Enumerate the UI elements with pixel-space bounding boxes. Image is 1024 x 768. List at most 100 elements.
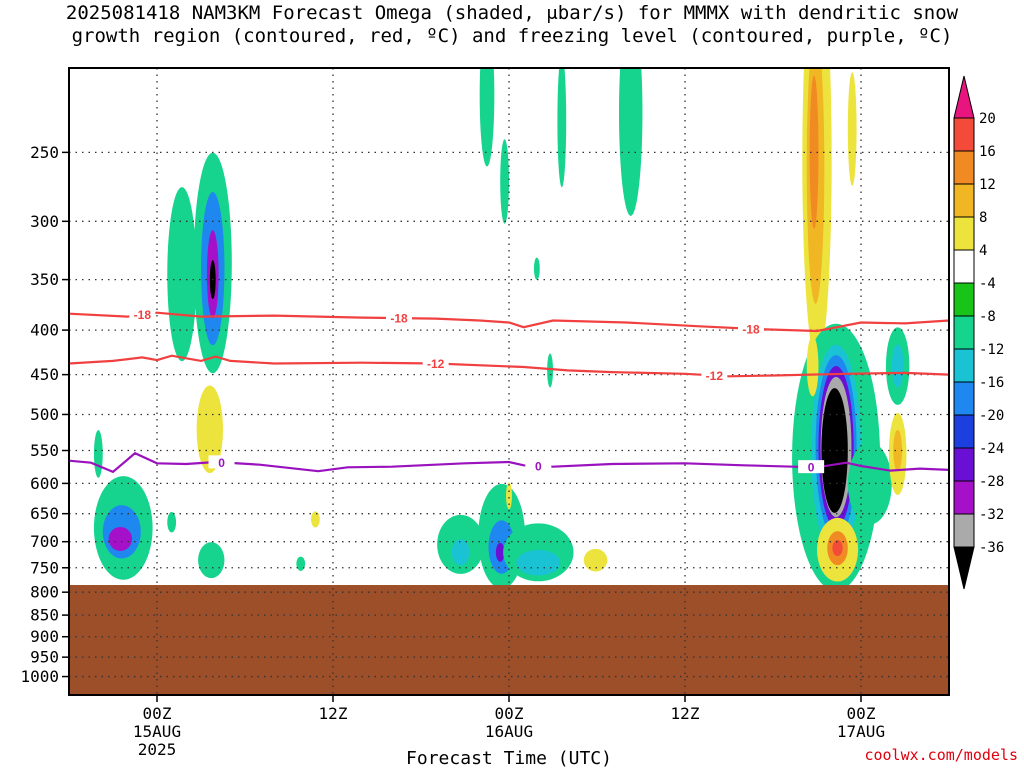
omega-region-31 <box>809 75 819 230</box>
y-tick-label-900: 900 <box>30 627 59 646</box>
omega-shading <box>93 68 910 591</box>
y-tick-label-600: 600 <box>30 474 59 493</box>
chart-title: 2025081418 NAM3KM Forecast Omega (shaded… <box>0 2 1024 48</box>
dendritic-contour-0-label-bg-2 <box>738 321 764 335</box>
colorbar-segment-13 <box>953 513 975 548</box>
omega-region-26 <box>506 482 512 510</box>
y-tick-label-750: 750 <box>30 558 59 577</box>
colorbar: 20 16 12 8 4 -4 -8 -12 -16 -20 -24 -28 -32 -36 <box>953 75 1004 590</box>
omega-region-4 <box>167 187 197 362</box>
credit-text: coolwx.com/models <box>864 746 1018 764</box>
colorbar-label-11: -28 <box>979 474 1004 490</box>
colorbar-segment-10 <box>953 414 975 449</box>
dendritic-contour-0-label-1: -18 <box>390 312 408 326</box>
omega-region-41 <box>832 540 843 557</box>
dendritic-contour-1-label-0: -12 <box>427 357 445 371</box>
omega-region-13 <box>296 556 306 571</box>
colorbar-label-0: 20 <box>979 111 996 127</box>
y-tick-label-1000: 1000 <box>20 667 59 686</box>
omega-region-9 <box>196 385 223 474</box>
colorbar-label-6: -8 <box>979 309 996 325</box>
y-tick-label-300: 300 <box>30 212 59 231</box>
colorbar-label-1: 16 <box>979 144 996 160</box>
y-tick-label-450: 450 <box>30 365 59 384</box>
dendritic-contour-1-label-bg-1 <box>701 368 728 382</box>
colorbar-segment-12 <box>953 480 975 515</box>
omega-region-10 <box>198 542 225 579</box>
omega-region-16 <box>533 257 540 280</box>
colorbar-label-5: -4 <box>979 276 996 292</box>
colorbar-segment-5 <box>953 249 975 284</box>
colorbar-segment-6 <box>953 282 975 317</box>
dendritic-contour-0-label-0: -18 <box>134 308 152 322</box>
y-tick-label-700: 700 <box>30 532 59 551</box>
y-tick-label-550: 550 <box>30 441 59 460</box>
omega-region-11 <box>167 512 177 533</box>
colorbar-segment-4 <box>953 216 975 251</box>
x-tick-label-42-0: 12Z <box>671 704 700 723</box>
colorbar-label-12: -32 <box>979 507 1004 523</box>
y-tick-label-350: 350 <box>30 270 59 289</box>
omega-region-15 <box>500 139 509 224</box>
colorbar-segment-9 <box>953 381 975 416</box>
chart-title-line1: 2025081418 NAM3KM Forecast Omega (shaded… <box>65 2 959 24</box>
freezing-contour-0-label-1: 0 <box>535 459 542 473</box>
freezing-contour-0-label-0: 0 <box>218 456 225 470</box>
dendritic-contour-1-label-1: -12 <box>706 369 724 383</box>
omega-region-44 <box>891 344 904 388</box>
colorbar-segment-2 <box>953 150 975 185</box>
x-tick-label-54-0: 00Z <box>847 704 876 723</box>
colorbar-segment-1 <box>953 117 975 152</box>
x-axis-label: Forecast Time (UTC) <box>406 748 612 768</box>
x-tick-label-6-1: 15AUG <box>133 722 181 741</box>
colorbar-bottom-triangle <box>953 546 975 590</box>
dendritic-contour-0-label-2: -18 <box>742 322 760 336</box>
omega-region-3 <box>93 430 103 478</box>
colorbar-label-8: -16 <box>979 375 1004 391</box>
freezing-contour-0-label-bg-0 <box>208 455 235 469</box>
omega-region-18 <box>619 68 643 216</box>
colorbar-label-4: 4 <box>979 243 987 259</box>
dendritic-contour-0-label-bg-1 <box>386 311 412 325</box>
y-tick-label-650: 650 <box>30 504 59 523</box>
colorbar-label-9: -20 <box>979 408 1004 424</box>
dendritic-contour-0-label-bg-0 <box>129 307 156 321</box>
y-tick-label-950: 950 <box>30 648 59 667</box>
y-tick-label-850: 850 <box>30 606 59 625</box>
colorbar-segment-7 <box>953 315 975 350</box>
colorbar-top-triangle <box>953 75 975 119</box>
colorbar-label-7: -12 <box>979 342 1004 358</box>
freezing-contour-0-line <box>69 451 949 474</box>
grid-lines <box>69 68 949 695</box>
omega-region-32 <box>847 72 857 186</box>
colorbar-label-10: -24 <box>979 441 1004 457</box>
x-tick-label-30-0: 00Z <box>495 704 524 723</box>
contour-lines: -18 -18 -18 -12 -12 0 0 0 <box>69 307 949 475</box>
colorbar-label-2: 12 <box>979 177 996 193</box>
x-tick-label-30-1: 16AUG <box>485 722 533 741</box>
dendritic-contour-1-label-bg-0 <box>422 356 449 370</box>
omega-region-14 <box>479 68 495 167</box>
omega-region-25 <box>516 549 561 576</box>
dendritic-contour-1-line <box>69 354 949 378</box>
dendritic-contour-0-line <box>69 311 949 333</box>
colorbar-label-13: -36 <box>979 540 1004 556</box>
omega-region-20 <box>451 539 470 566</box>
omega-region-2 <box>108 527 133 551</box>
colorbar-label-3: 8 <box>979 210 987 226</box>
freezing-contour-0-label-bg-2 <box>798 460 825 474</box>
omega-region-12 <box>311 511 320 528</box>
colorbar-segment-3 <box>953 183 975 218</box>
x-tick-label-18-0: 12Z <box>319 704 348 723</box>
y-tick-label-400: 400 <box>30 321 59 340</box>
y-axis-ticks: 250 300 350 400 450 500 550 600 650 700 750 800 850 9… <box>20 143 69 686</box>
omega-region-46 <box>893 429 903 472</box>
chart-title-line2: growth region (contoured, red, ºC) and f… <box>71 25 953 47</box>
x-tick-label-54-1: 17AUG <box>837 722 885 741</box>
omega-region-38 <box>821 388 848 513</box>
freezing-contour-0-label-bg-1 <box>525 458 552 472</box>
omega-region-47 <box>806 335 819 397</box>
y-tick-label-800: 800 <box>30 583 59 602</box>
